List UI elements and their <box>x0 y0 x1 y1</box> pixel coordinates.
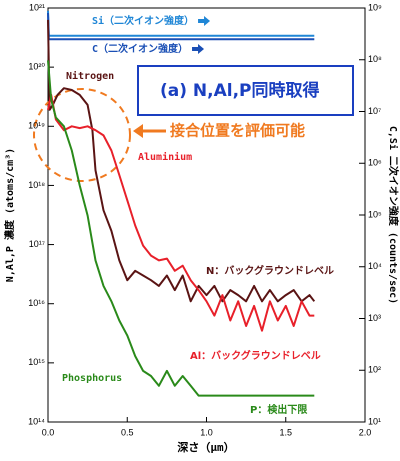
annotation: P：検出下限 <box>250 403 308 416</box>
y-tick-label: 10²¹ <box>29 2 45 12</box>
annotation: 接合位置を評価可能 <box>170 122 305 140</box>
y-tick-label: 10²⁰ <box>28 62 45 72</box>
series-label: Nitrogen <box>66 70 114 82</box>
x-tick-label: 0.0 <box>42 427 55 437</box>
y-tick-label: 10¹⁹ <box>28 121 45 131</box>
x-axis-label: 深さ（μm） <box>177 440 234 454</box>
x-tick-label: 0.5 <box>121 427 134 437</box>
y-axis-label: N,Al,P 濃度 (atoms/cm³) <box>3 148 16 282</box>
y2-axis-label: C,Si 二次イオン強度 (counts/sec) <box>387 126 400 304</box>
annotation: N：バックグラウンドレベル <box>206 264 334 277</box>
y-tick-label: 10¹⁵ <box>28 357 45 367</box>
x-tick-label: 2.0 <box>359 427 372 437</box>
y2-tick-label: 10⁵ <box>368 209 382 219</box>
series-label: Aluminium <box>138 151 192 163</box>
series-line <box>47 19 316 303</box>
pointer-arrow-head <box>133 124 143 138</box>
series-label: C（二次イオン強度） <box>92 42 188 55</box>
y-tick-label: 10¹⁸ <box>28 180 45 190</box>
y2-tick-label: 10² <box>368 365 381 375</box>
y2-tick-label: 10⁶ <box>368 158 382 168</box>
label-arrow <box>192 44 205 54</box>
y2-tick-label: 10¹ <box>368 416 381 426</box>
label-arrow <box>198 16 211 26</box>
x-tick-label: 1.5 <box>279 427 292 437</box>
annotation: Al：バックグラウンドレベル <box>190 349 321 362</box>
y2-tick-label: 10⁹ <box>368 2 382 12</box>
series-line <box>47 93 315 332</box>
y-tick-label: 10¹⁷ <box>29 239 45 249</box>
y2-tick-label: 10³ <box>368 313 381 323</box>
y2-tick-label: 10⁷ <box>368 106 381 116</box>
series-label: Si（二次イオン強度） <box>92 14 194 27</box>
y2-tick-label: 10⁴ <box>368 261 382 271</box>
y2-tick-label: 10⁸ <box>368 54 382 64</box>
series-line <box>47 60 315 397</box>
highlight-ellipse <box>33 88 131 182</box>
series-label: Phosphorus <box>62 373 122 384</box>
y-tick-label: 10¹⁴ <box>28 416 45 426</box>
x-tick-label: 1.0 <box>200 427 213 437</box>
y-tick-label: 10¹⁶ <box>28 298 45 308</box>
annotation: (a) N,Al,P同時取得 <box>160 80 320 101</box>
note-box <box>137 65 354 116</box>
